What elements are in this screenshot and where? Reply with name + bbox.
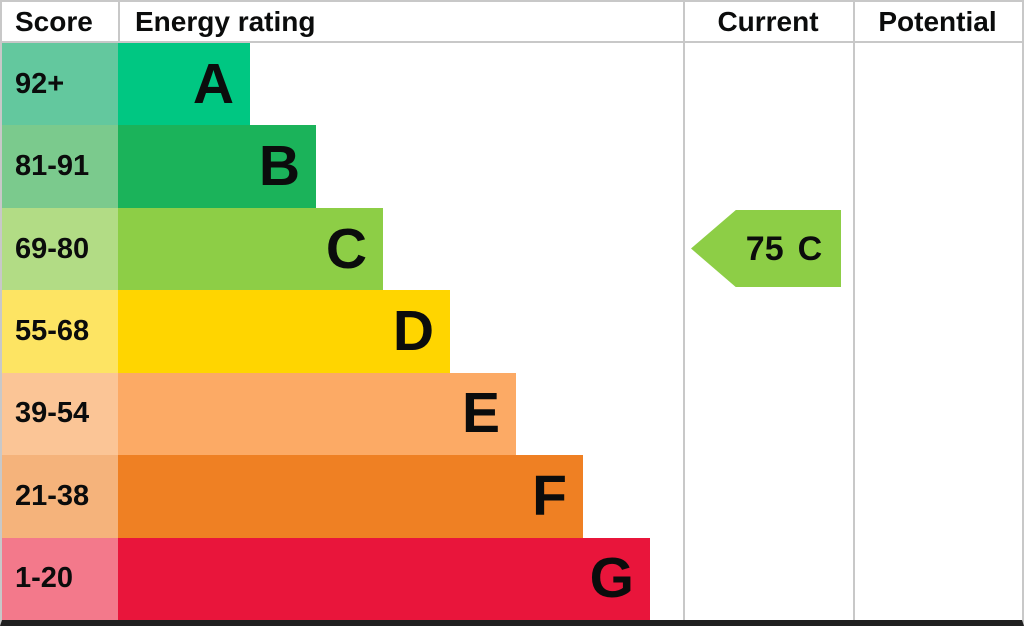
band-letter: C (325, 216, 367, 281)
energy-rating-column-header: Energy rating (135, 5, 316, 37)
band-bar: B (118, 125, 316, 208)
band-letter: A (192, 51, 234, 116)
potential-column-header: Potential (878, 5, 997, 37)
band-row-e: 39-54 E (2, 372, 1022, 456)
band-row-g: 1-20 G (2, 537, 1022, 620)
band-letter: D (392, 298, 434, 363)
band-letter: E (461, 381, 500, 446)
current-column-header: Current (717, 5, 819, 37)
band-score-range: 21-38 (2, 455, 118, 538)
band-rows: 92+ A 81-91 B 69-80 C 55-68 D 39-54 E 21-38 F 1-20 G (2, 43, 1022, 620)
band-score-range: 92+ (2, 43, 118, 126)
band-bar: F (118, 455, 583, 538)
band-score-range: 55-68 (2, 290, 118, 373)
band-score-range: 69-80 (2, 207, 118, 291)
band-bar: D (118, 290, 450, 373)
band-row-b: 81-91 B (2, 125, 1022, 208)
band-row-a: 92+ A (2, 43, 1022, 126)
chart-header-row: Score Energy rating Current Potential (2, 2, 1022, 43)
band-row-d: 55-68 D (2, 290, 1022, 373)
current-rating-value: 75 (745, 229, 784, 268)
band-letter: F (532, 463, 567, 528)
score-column-header: Score (2, 2, 120, 41)
band-letter: G (589, 546, 634, 611)
band-row-c: 69-80 C (2, 207, 1022, 291)
band-score-range: 39-54 (2, 372, 118, 456)
band-bar: E (118, 372, 516, 456)
band-bar: A (118, 43, 250, 126)
current-rating-band: C (797, 229, 823, 268)
rating-bands-area: 92+ A 81-91 B 69-80 C 55-68 D 39-54 E 21-38 F 1-20 G … (2, 43, 1022, 620)
band-row-f: 21-38 F (2, 455, 1022, 538)
band-score-range: 1-20 (2, 537, 118, 620)
band-bar: C (118, 207, 383, 291)
band-score-range: 81-91 (2, 125, 118, 208)
band-letter: B (258, 134, 300, 199)
band-bar: G (118, 537, 650, 620)
